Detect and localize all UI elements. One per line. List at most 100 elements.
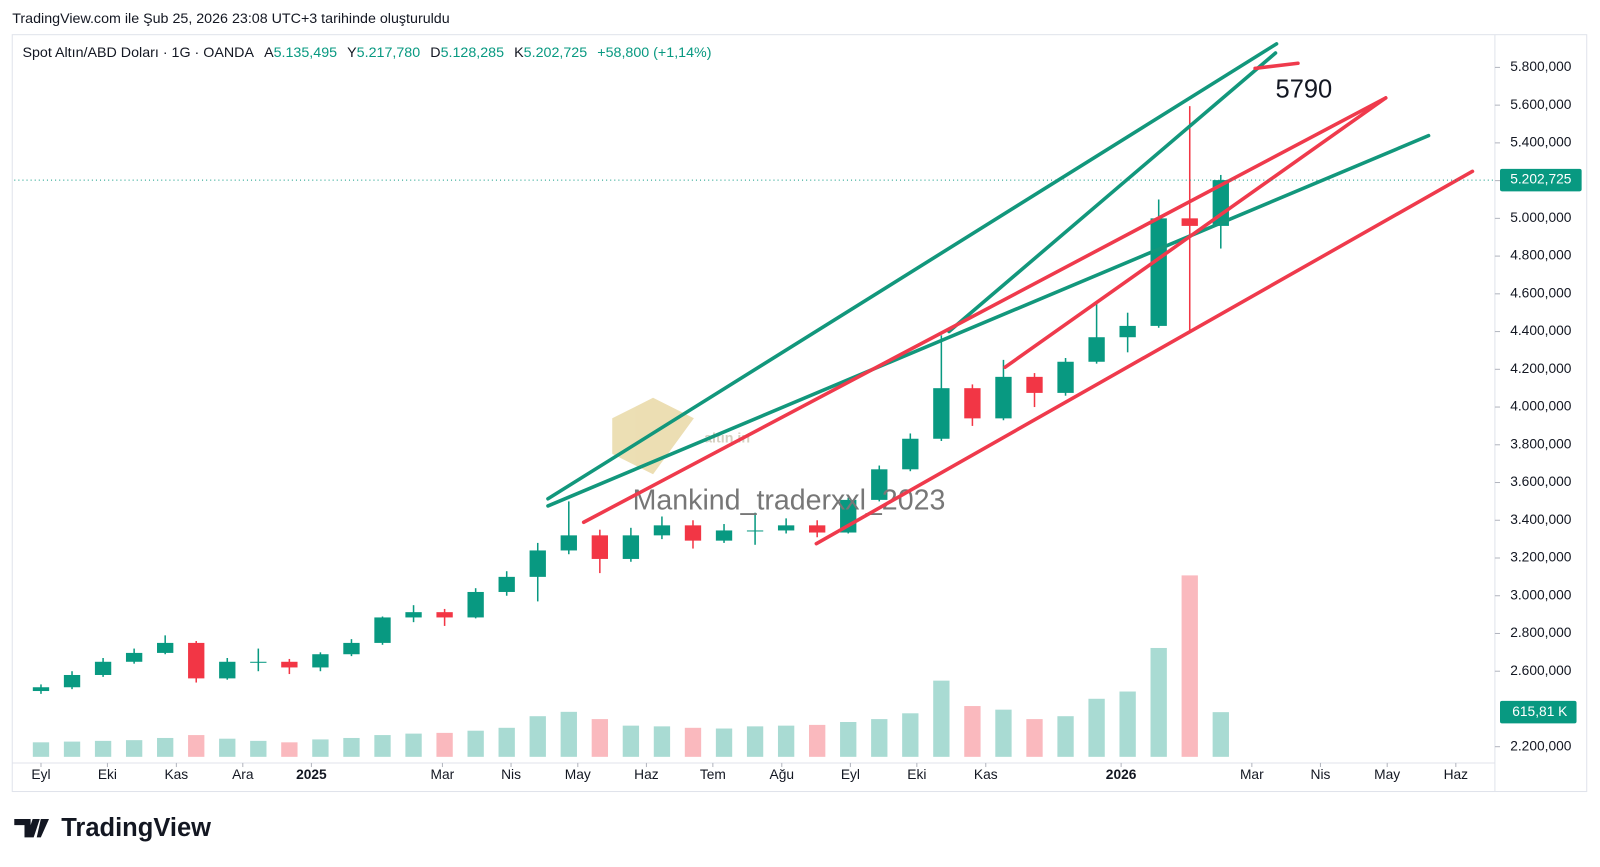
brand: TradingView xyxy=(14,814,211,842)
volume-bar xyxy=(219,738,236,757)
volume-bar xyxy=(312,739,329,757)
y-tick-label: 4.200,000 xyxy=(1510,361,1572,376)
x-tick-label: Ağu xyxy=(770,767,795,782)
volume-bar xyxy=(343,737,360,757)
x-tick-label: Kas xyxy=(974,767,998,782)
target-label: 5790 xyxy=(1276,76,1333,104)
y-tick-label: 2.600,000 xyxy=(1510,663,1572,678)
axes: 2.200,000 2.600,000 2.800,000 3.000,000 3.20… xyxy=(14,59,1582,782)
candle-body xyxy=(622,535,640,559)
candle-body xyxy=(1119,325,1136,338)
candle-body xyxy=(281,661,298,668)
last-price-label: 5.202,725 xyxy=(1510,172,1572,187)
volume-bar xyxy=(1181,575,1198,757)
candle-body xyxy=(560,535,577,551)
volume-bar xyxy=(964,706,981,757)
brand-logo xyxy=(14,819,49,838)
trend-line xyxy=(546,42,1279,501)
candle-body xyxy=(374,617,391,643)
change: +58,800 (+1,14%) xyxy=(597,45,711,61)
ohlc-value: 5.202,725 xyxy=(524,45,588,61)
trend-line xyxy=(1003,96,1388,369)
y-tick-label: 3.000,000 xyxy=(1510,587,1572,602)
y-tick-label: 5.800,000 xyxy=(1510,59,1572,74)
x-tick-label: Haz xyxy=(1444,767,1469,782)
created-note: TradingView.com ile Şub 25, 2026 23:08 U… xyxy=(12,11,449,27)
volume-bar xyxy=(250,740,267,757)
author-text: Mankind_traderxxl_2023 xyxy=(633,484,946,516)
y-tick-label: 5.600,000 xyxy=(1510,97,1572,112)
volume-bar xyxy=(777,725,795,757)
y-tick-label: 4.800,000 xyxy=(1510,248,1572,263)
volume-bar xyxy=(1212,712,1229,757)
volume-bar xyxy=(467,730,484,757)
volume-bar xyxy=(94,740,112,757)
candle-body xyxy=(653,525,671,536)
brand-name: TradingView xyxy=(61,814,211,842)
volume-bar xyxy=(1026,719,1043,757)
trend-line xyxy=(546,133,1431,508)
volume-bar xyxy=(840,722,857,757)
candle-body xyxy=(964,388,981,419)
volume-bar xyxy=(281,742,298,757)
candle-body xyxy=(312,654,329,668)
trend-line xyxy=(581,96,1388,525)
candle-body xyxy=(219,661,236,679)
ohlc-key: A xyxy=(264,45,274,61)
symbol: Spot Altın/ABD Doları · 1G · OANDA xyxy=(22,45,254,61)
y-tick-label: 4.400,000 xyxy=(1510,323,1572,338)
volume-bar xyxy=(1119,691,1136,757)
x-tick-label: Nis xyxy=(1311,767,1331,782)
volume-bar xyxy=(1088,698,1105,757)
candle-body xyxy=(125,652,143,662)
y-tick-label: 2.800,000 xyxy=(1510,625,1572,640)
candle-body xyxy=(94,661,112,675)
ohlc-value: 5.128,285 xyxy=(441,45,505,61)
x-tick-label: Nis xyxy=(501,767,521,782)
candle-body xyxy=(1026,376,1043,393)
trend-line xyxy=(814,169,1475,546)
ohlc-value: 5.217,780 xyxy=(357,45,421,61)
candle-body xyxy=(1181,218,1198,226)
x-tick-label: 2026 xyxy=(1106,767,1137,782)
ohlc-key: Y xyxy=(347,45,357,61)
x-tick-label: 2025 xyxy=(296,767,327,782)
volume-bar xyxy=(125,740,143,757)
x-tick-label: Tem xyxy=(700,767,726,782)
y-tick-label: 3.200,000 xyxy=(1510,550,1572,565)
candle-body xyxy=(809,525,826,533)
y-tick-label: 5.000,000 xyxy=(1510,210,1572,225)
candle-body xyxy=(529,550,546,577)
y-tick-label: 2.200,000 xyxy=(1510,738,1572,753)
chart-frame xyxy=(11,34,1588,793)
x-tick-label: Eki xyxy=(907,767,926,782)
volume-bar xyxy=(746,726,764,757)
y-tick-label: 3.400,000 xyxy=(1510,512,1572,527)
trend-line xyxy=(1253,61,1300,71)
last-volume-box xyxy=(1500,700,1577,724)
volume-bar xyxy=(1150,647,1167,757)
x-tick-label: Haz xyxy=(634,767,659,782)
volume-bar xyxy=(188,735,205,757)
x-tick-label: Eki xyxy=(98,767,117,782)
candle-body xyxy=(250,661,267,663)
candle-body xyxy=(467,591,484,618)
candle-body xyxy=(1212,180,1229,226)
trend-line xyxy=(947,51,1278,334)
volume-bar xyxy=(653,726,671,757)
volume-bar xyxy=(405,733,422,757)
y-tick-label: 4.600,000 xyxy=(1510,285,1572,300)
volume-bar xyxy=(995,709,1012,757)
x-tick-label: Mar xyxy=(1240,767,1264,782)
candle-body xyxy=(995,376,1012,419)
x-tick-label: May xyxy=(1374,767,1400,782)
volume-bar xyxy=(871,719,888,757)
candle-body xyxy=(902,438,919,470)
candle-body xyxy=(1150,218,1167,326)
candle-body xyxy=(746,530,764,532)
candle-body xyxy=(405,612,422,618)
candle-body xyxy=(591,535,609,559)
candle-body xyxy=(1057,361,1074,393)
